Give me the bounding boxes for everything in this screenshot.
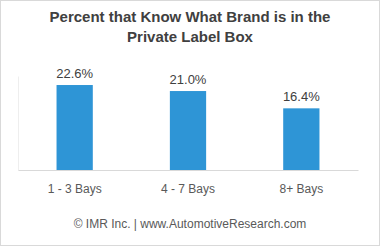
y-axis-line [18,77,19,171]
x-tick: 1 - 3 Bays [48,182,102,196]
data-label: 16.4% [283,89,320,104]
data-label: 22.6% [56,66,93,81]
chart-title-line: Private Label Box [127,28,254,45]
x-tick-label: 1 - 3 Bays [48,182,102,196]
bars [57,85,320,170]
chart-svg: Percent that Know What Brand is in the Pr… [0,0,380,246]
chart-frame [1,1,380,246]
x-axis: 1 - 3 Bays 4 - 7 Bays 8+ Bays [19,171,359,196]
x-tick-label: 4 - 7 Bays [161,182,215,196]
x-tick: 8+ Bays [279,182,323,196]
bar [283,108,319,170]
x-axis-line [19,170,359,171]
data-label: 21.0% [170,72,207,87]
bar [170,91,206,170]
bar [57,85,93,170]
y-axis [18,77,19,171]
chart-title: Percent that Know What Brand is in the Pr… [50,8,331,45]
source-note: © IMR Inc. | www.AutomotiveResearch.com [74,217,307,231]
data-labels: 22.6% 21.0% 16.4% [56,66,320,104]
chart-title-line: Percent that Know What Brand is in the [50,8,331,25]
x-tick-label: 8+ Bays [279,182,323,196]
x-tick: 4 - 7 Bays [161,182,215,196]
